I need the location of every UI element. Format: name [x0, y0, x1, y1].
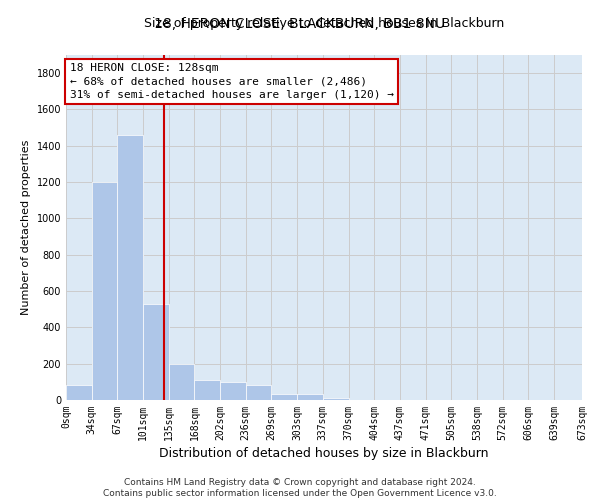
X-axis label: Distribution of detached houses by size in Blackburn: Distribution of detached houses by size …	[159, 447, 489, 460]
Text: 18, HERON CLOSE, BLACKBURN, BB1 8NU: 18, HERON CLOSE, BLACKBURN, BB1 8NU	[154, 18, 446, 32]
Bar	[194, 380, 220, 400]
Bar	[143, 304, 169, 400]
Bar	[118, 135, 143, 400]
Text: Contains HM Land Registry data © Crown copyright and database right 2024.
Contai: Contains HM Land Registry data © Crown c…	[103, 478, 497, 498]
Bar	[271, 394, 297, 400]
Bar	[169, 364, 194, 400]
Bar	[323, 398, 349, 400]
Bar	[220, 382, 246, 400]
Title: Size of property relative to detached houses in Blackburn: Size of property relative to detached ho…	[144, 17, 504, 30]
Bar	[297, 394, 323, 400]
Bar	[92, 182, 118, 400]
Bar	[66, 386, 92, 400]
Y-axis label: Number of detached properties: Number of detached properties	[21, 140, 31, 315]
Bar	[246, 386, 271, 400]
Text: 18 HERON CLOSE: 128sqm
← 68% of detached houses are smaller (2,486)
31% of semi-: 18 HERON CLOSE: 128sqm ← 68% of detached…	[70, 63, 394, 100]
